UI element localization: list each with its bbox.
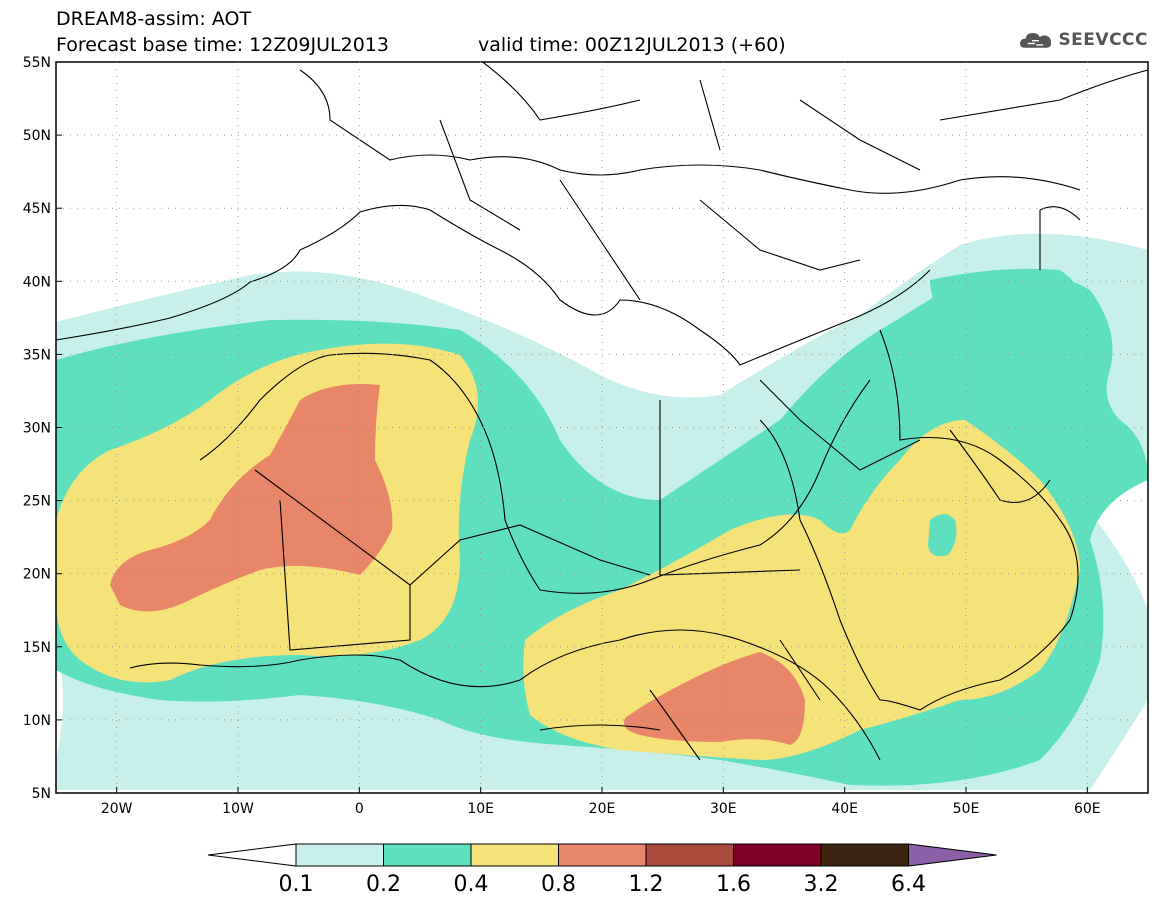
colorbar-segment <box>645 843 734 867</box>
lat-tick-label: 45N <box>23 201 51 217</box>
colorbar-segment <box>820 843 909 867</box>
lat-tick-label: 30N <box>23 421 51 437</box>
lon-tick-label: 40E <box>831 801 858 817</box>
cloud-icon <box>1020 32 1052 48</box>
seevccc-logo: SEEVCCC <box>1018 24 1148 56</box>
title-line-1: DREAM8-assim: AOT <box>56 8 252 30</box>
aot-contour-0.8-east <box>624 652 805 745</box>
colorbar-segment <box>470 843 559 867</box>
colorbar-label: 0.4 <box>453 872 489 897</box>
colorbar-label: 1.6 <box>716 872 751 897</box>
lat-tick-label: 20N <box>23 567 51 583</box>
colorbar-label: 0.2 <box>366 872 401 897</box>
title-line-2: Forecast base time: 12Z09JUL2013 <box>56 34 389 56</box>
lat-tick-label: 55N <box>23 55 51 71</box>
lat-tick-label: 35N <box>23 347 51 363</box>
coastlines <box>56 62 1148 761</box>
colorbar <box>207 843 997 867</box>
aot-contour-0.8-west <box>110 384 393 612</box>
lat-tick-label: 40N <box>23 274 51 290</box>
aot-field <box>56 233 1148 791</box>
colorbar-segment <box>558 843 647 867</box>
colorbar-extend-low <box>207 843 297 867</box>
lon-tick-label: 10W <box>222 801 254 817</box>
lon-tick-label: 10E <box>467 801 494 817</box>
colorbar-segment <box>295 843 384 867</box>
lat-tick-label: 10N <box>23 713 51 729</box>
longitude-labels: 20W 10W 0 10E 20E 30E 40E 50E 60E <box>101 787 1101 817</box>
aot-contour-0.4-east <box>523 420 1080 760</box>
valid-time-label: valid time: 00Z12JUL2013 (+60) <box>478 34 786 56</box>
lat-tick-label: 25N <box>23 494 51 510</box>
colorbar-extend-high <box>908 843 997 867</box>
aot-contour-arabia-hole <box>928 514 957 557</box>
colorbar-label: 6.4 <box>891 872 926 897</box>
aot-contour-0.2-north <box>930 268 1080 331</box>
logo-text: SEEVCCC <box>1058 30 1148 50</box>
gridlines <box>56 62 1148 793</box>
lon-tick-label: 20W <box>101 801 133 817</box>
lon-tick-label: 50E <box>953 801 980 817</box>
lon-tick-label: 30E <box>710 801 737 817</box>
colorbar-label: 1.2 <box>628 872 664 897</box>
lat-tick-label: 5N <box>32 786 51 802</box>
colorbar-label: 3.2 <box>803 872 839 897</box>
colorbar-label: 0.1 <box>278 872 314 897</box>
colorbar-label: 0.8 <box>541 872 576 897</box>
lon-tick-label: 60E <box>1074 801 1101 817</box>
lat-tick-label: 15N <box>23 640 51 656</box>
colorbar-segment <box>383 843 472 867</box>
lat-tick-label: 50N <box>23 128 51 144</box>
lon-tick-label: 0 <box>355 801 364 817</box>
lon-tick-label: 20E <box>589 801 616 817</box>
colorbar-segment <box>733 843 822 867</box>
latitude-labels: 55N 50N 45N 40N 35N 30N 25N 20N 15N 10N 5N <box>23 55 62 802</box>
